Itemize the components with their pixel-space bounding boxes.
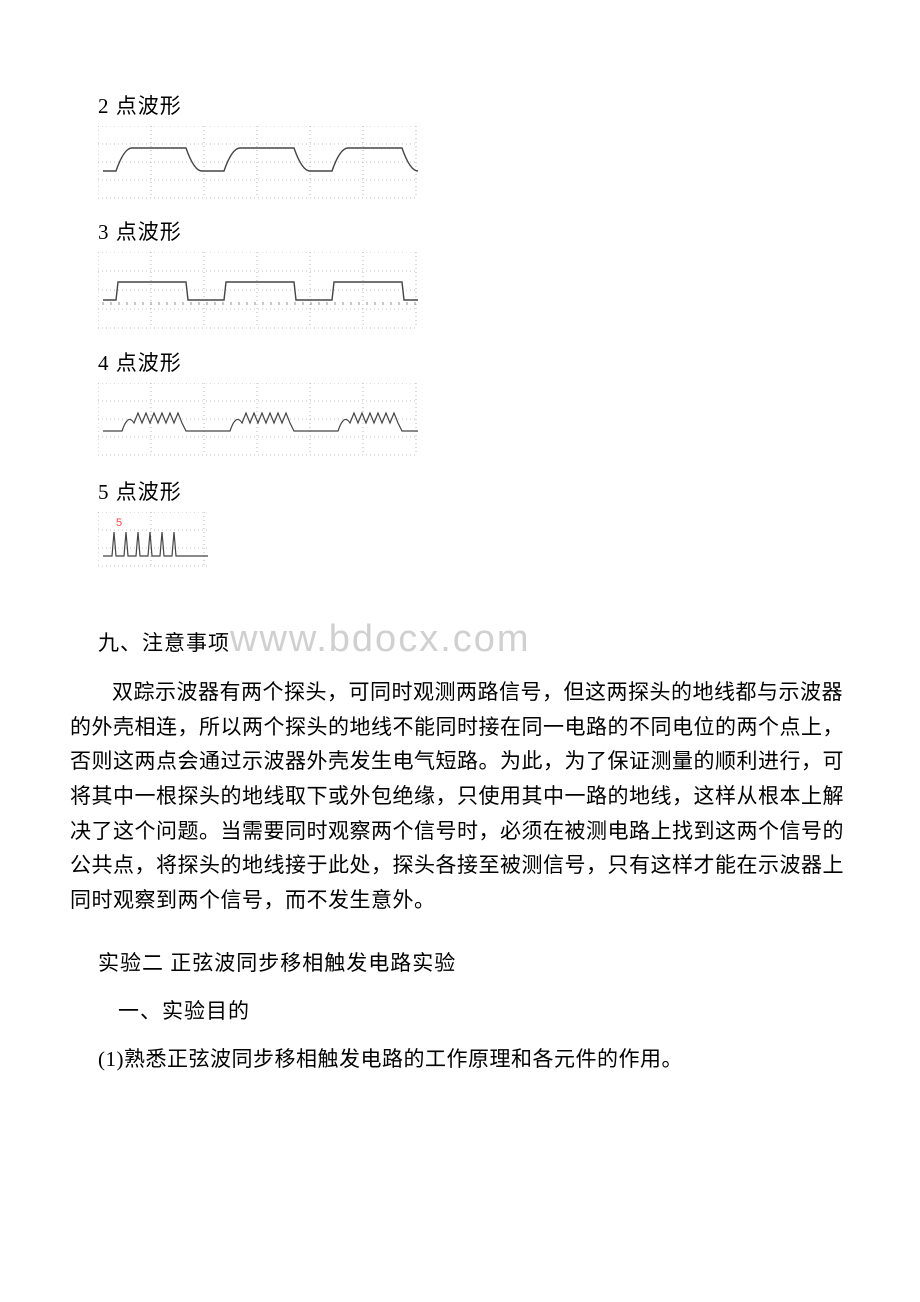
waveform-2-figure [98,126,850,206]
section-9-body: 双踪示波器有两个探头，可同时观测两路信号，但这两探头的地线都与示波器的外壳相连，… [70,675,850,917]
waveform-2-label: 2 点波形 [98,90,850,120]
waveform-3-num: 3 [98,220,110,244]
waveform-2-svg [98,126,418,201]
section-9-heading: 九、注意事项 [98,627,850,657]
waveform-5-num: 5 [98,480,110,504]
experiment-2-item-1: (1)熟悉正弦波同步移相触发电路的工作原理和各元件的作用。 [98,1043,850,1073]
waveform-4-svg [98,383,418,461]
waveform-5-trace [103,532,208,556]
waveform-2-suffix: 点波形 [110,94,182,118]
waveform-3-grid [98,252,418,328]
waveform-5-figure: 5 [98,512,850,577]
waveform-2-num: 2 [98,94,110,118]
waveform-5-svg: 5 [98,512,208,572]
waveform-4-grid [98,383,418,455]
waveform-4-num: 4 [98,351,110,375]
item-1-text: 熟悉正弦波同步移相触发电路的工作原理和各元件的作用。 [124,1047,683,1071]
waveform-3-ticks [103,302,415,305]
waveform-5-label: 5 点波形 [98,476,850,506]
waveform-4-trace [103,413,418,431]
waveform-5-annotation: 5 [116,517,122,529]
waveform-2-trace [103,148,418,171]
experiment-2-subheading: 一、实验目的 [118,995,850,1025]
item-1-number: (1) [98,1047,124,1071]
experiment-2-title: 实验二 正弦波同步移相触发电路实验 [98,947,850,977]
waveform-4-label: 4 点波形 [98,347,850,377]
waveform-2-grid [98,126,418,198]
waveform-4-suffix: 点波形 [110,351,182,375]
waveform-3-label: 3 点波形 [98,216,850,246]
waveform-5-suffix: 点波形 [110,480,182,504]
waveform-3-suffix: 点波形 [110,220,182,244]
waveform-3-figure [98,252,850,337]
document-page: 2 点波形 3 点波形 4 点波形 [0,0,920,1302]
waveform-3-svg [98,252,418,332]
waveform-3-trace [103,282,418,300]
waveform-4-figure [98,383,850,466]
